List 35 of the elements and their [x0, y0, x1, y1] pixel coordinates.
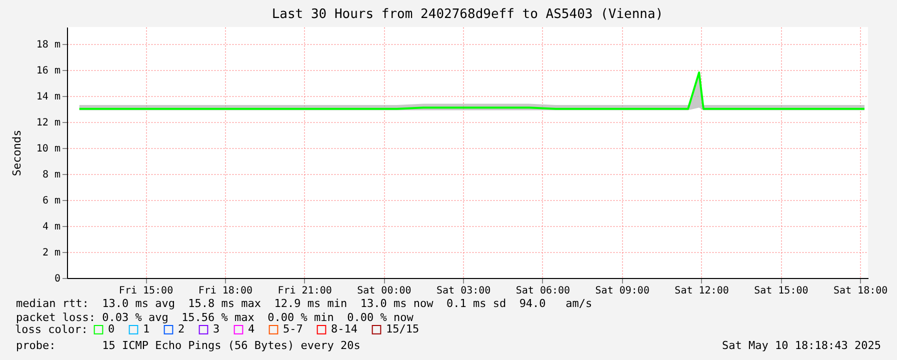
- legend-title: loss color:: [15, 323, 88, 336]
- x-tick-label: Sat 09:00: [595, 286, 650, 296]
- chart-title: Last 30 Hours from 2402768d9eff to AS5403 (Vienna): [272, 7, 664, 22]
- x-tick-label: Sat 00:00: [357, 286, 412, 296]
- text: Sat May 10 18:18:43 2025: [722, 339, 881, 352]
- legend-label: 15/15: [386, 322, 420, 336]
- text: probe: 15 ICMP Echo Pings (56 Bytes) every 20s: [16, 339, 360, 352]
- y-tick-label: 4 m: [42, 221, 60, 232]
- y-tick-label: 18 m: [36, 39, 60, 50]
- y-tick-label: 2 m: [42, 247, 60, 258]
- y-tick-label: 0: [54, 274, 60, 284]
- y-tick-label: 10 m: [36, 143, 60, 154]
- y-axis-title: Seconds: [10, 130, 24, 176]
- text: packet loss: 0.03 % avg 15.56 % max 0.00 % min 0.00 % now: [16, 311, 414, 324]
- legend-label: 4: [248, 322, 255, 336]
- x-tick-label: Sat 15:00: [754, 286, 808, 296]
- x-tick-label: Sat 06:00: [516, 286, 570, 296]
- x-tick-label: Fri 15:00: [118, 286, 174, 296]
- text: median rtt: 13.0 ms avg 15.8 ms max 12.9 ms min 13.0 ms now 0.1 ms sd 94.0 am/s: [16, 297, 592, 310]
- x-tick-label: Sat 03:00: [436, 286, 491, 296]
- legend-label: 1: [143, 322, 150, 336]
- x-tick-label: Fri 21:00: [278, 286, 332, 296]
- y-tick-label: 14 m: [36, 91, 60, 102]
- y-tick-label: 6 m: [42, 195, 60, 206]
- x-tick-label: Sat 12:00: [674, 286, 729, 296]
- legend-label: 5-7: [283, 322, 303, 336]
- x-tick-label: Sat 18:00: [833, 286, 888, 296]
- y-tick-label: 8 m: [42, 169, 60, 180]
- x-tick-label: Fri 18:00: [198, 286, 252, 296]
- y-tick-label: 16 m: [36, 65, 60, 76]
- legend-label: 0: [108, 322, 115, 336]
- legend-label: 2: [178, 322, 185, 336]
- y-tick-label: 12 m: [36, 117, 60, 128]
- legend-label: 8-14: [331, 322, 358, 336]
- legend-label: 3: [213, 322, 220, 336]
